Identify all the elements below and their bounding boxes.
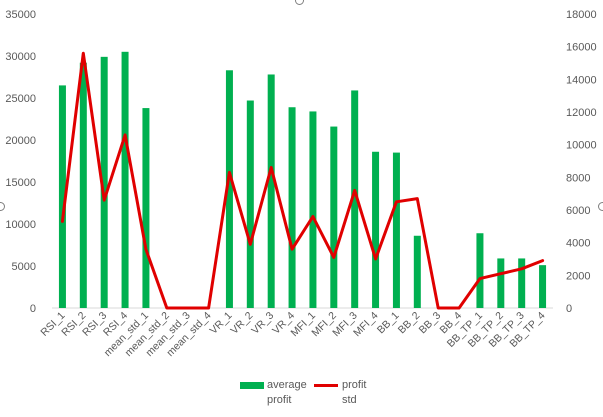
bar[interactable] [372,151,380,308]
line-point[interactable] [521,268,523,270]
resize-handle-top[interactable] [295,0,304,5]
line-point[interactable] [395,201,397,203]
bar[interactable] [392,152,400,308]
bar[interactable] [518,258,526,308]
line-point[interactable] [375,258,377,260]
bar[interactable] [309,111,317,308]
y-left-tick-label: 20000 [5,135,36,147]
bar[interactable] [121,51,129,309]
y-left-tick-label: 5000 [12,261,36,273]
y-right-tick-label: 2000 [566,270,590,282]
x-axis: RSI_1RSI_2RSI_3RSI_4mean_std_1mean_std_2… [38,307,553,359]
line-point[interactable] [103,199,105,201]
bar[interactable] [539,265,547,308]
line-profit-std[interactable] [60,51,545,310]
line-point[interactable] [354,189,356,191]
chart-legend: average profit profit std [0,378,603,412]
bar[interactable] [351,90,359,308]
line-point[interactable] [187,307,189,309]
y-right-tick-label: 4000 [566,238,590,250]
y-left-tick-label: 0 [30,303,36,315]
y-right-tick-label: 10000 [566,140,597,152]
line-point[interactable] [437,307,439,309]
y-right-tick-label: 14000 [566,74,597,86]
line-point[interactable] [145,248,147,250]
line-series-profit-std [60,51,545,310]
y-right-tick-label: 0 [566,303,572,315]
bar[interactable] [142,108,150,308]
y-left-tick-label: 10000 [5,219,36,231]
bar[interactable] [100,56,108,309]
y-axis-right: 0 2000 4000 6000 8000 10000 12000 14000 16000 180… [566,9,597,315]
x-tick-label: BB_1 [375,310,402,337]
legend-line-swatch [314,384,338,387]
y-right-tick-label: 8000 [566,172,590,184]
resize-handle-left[interactable] [0,202,5,211]
bar[interactable] [79,62,87,308]
line-point[interactable] [542,260,544,262]
y-left-tick-label: 30000 [5,51,36,63]
line-point[interactable] [82,52,84,54]
bar[interactable] [225,70,233,308]
line-point[interactable] [458,307,460,309]
line-point[interactable] [333,256,335,258]
y-right-tick-label: 16000 [566,42,597,54]
bar[interactable] [413,235,421,308]
x-tick-label: BB_3 [417,310,444,337]
bar[interactable] [476,233,484,308]
line-point[interactable] [166,307,168,309]
x-tick-label: BB_2 [396,310,423,337]
line-point[interactable] [124,134,126,136]
legend-bar-swatch [240,382,264,389]
y-right-tick-label: 12000 [566,107,597,119]
line-point[interactable] [479,278,481,280]
line-point[interactable] [208,307,210,309]
line-point[interactable] [312,216,314,218]
y-right-tick-label: 18000 [566,9,597,21]
bar[interactable] [58,85,66,309]
bar[interactable] [330,126,338,308]
x-tick-label: VR_2 [228,310,255,337]
bar[interactable] [288,107,296,309]
bar[interactable] [267,74,275,308]
line-point[interactable] [270,167,272,169]
y-axis-left: 0 5000 10000 15000 20000 25000 30000 35000 [5,9,36,315]
bar-series-average-profit [58,51,547,309]
x-tick-label: VR_1 [208,310,235,337]
line-point[interactable] [61,220,63,222]
y-left-tick-label: 15000 [5,177,36,189]
resize-handle-right[interactable] [598,202,603,211]
y-left-tick-label: 35000 [5,9,36,21]
line-point[interactable] [500,273,502,275]
x-tick-label: VR_3 [249,310,276,337]
legend-label: average profit [267,379,307,406]
y-right-tick-label: 6000 [566,205,590,217]
line-point[interactable] [249,243,251,245]
legend-label: profit std [342,379,367,406]
bar[interactable] [246,100,254,309]
line-point[interactable] [416,198,418,200]
y-left-tick-label: 25000 [5,93,36,105]
line-point[interactable] [291,248,293,250]
bar[interactable] [497,258,505,308]
line-point[interactable] [228,171,230,173]
